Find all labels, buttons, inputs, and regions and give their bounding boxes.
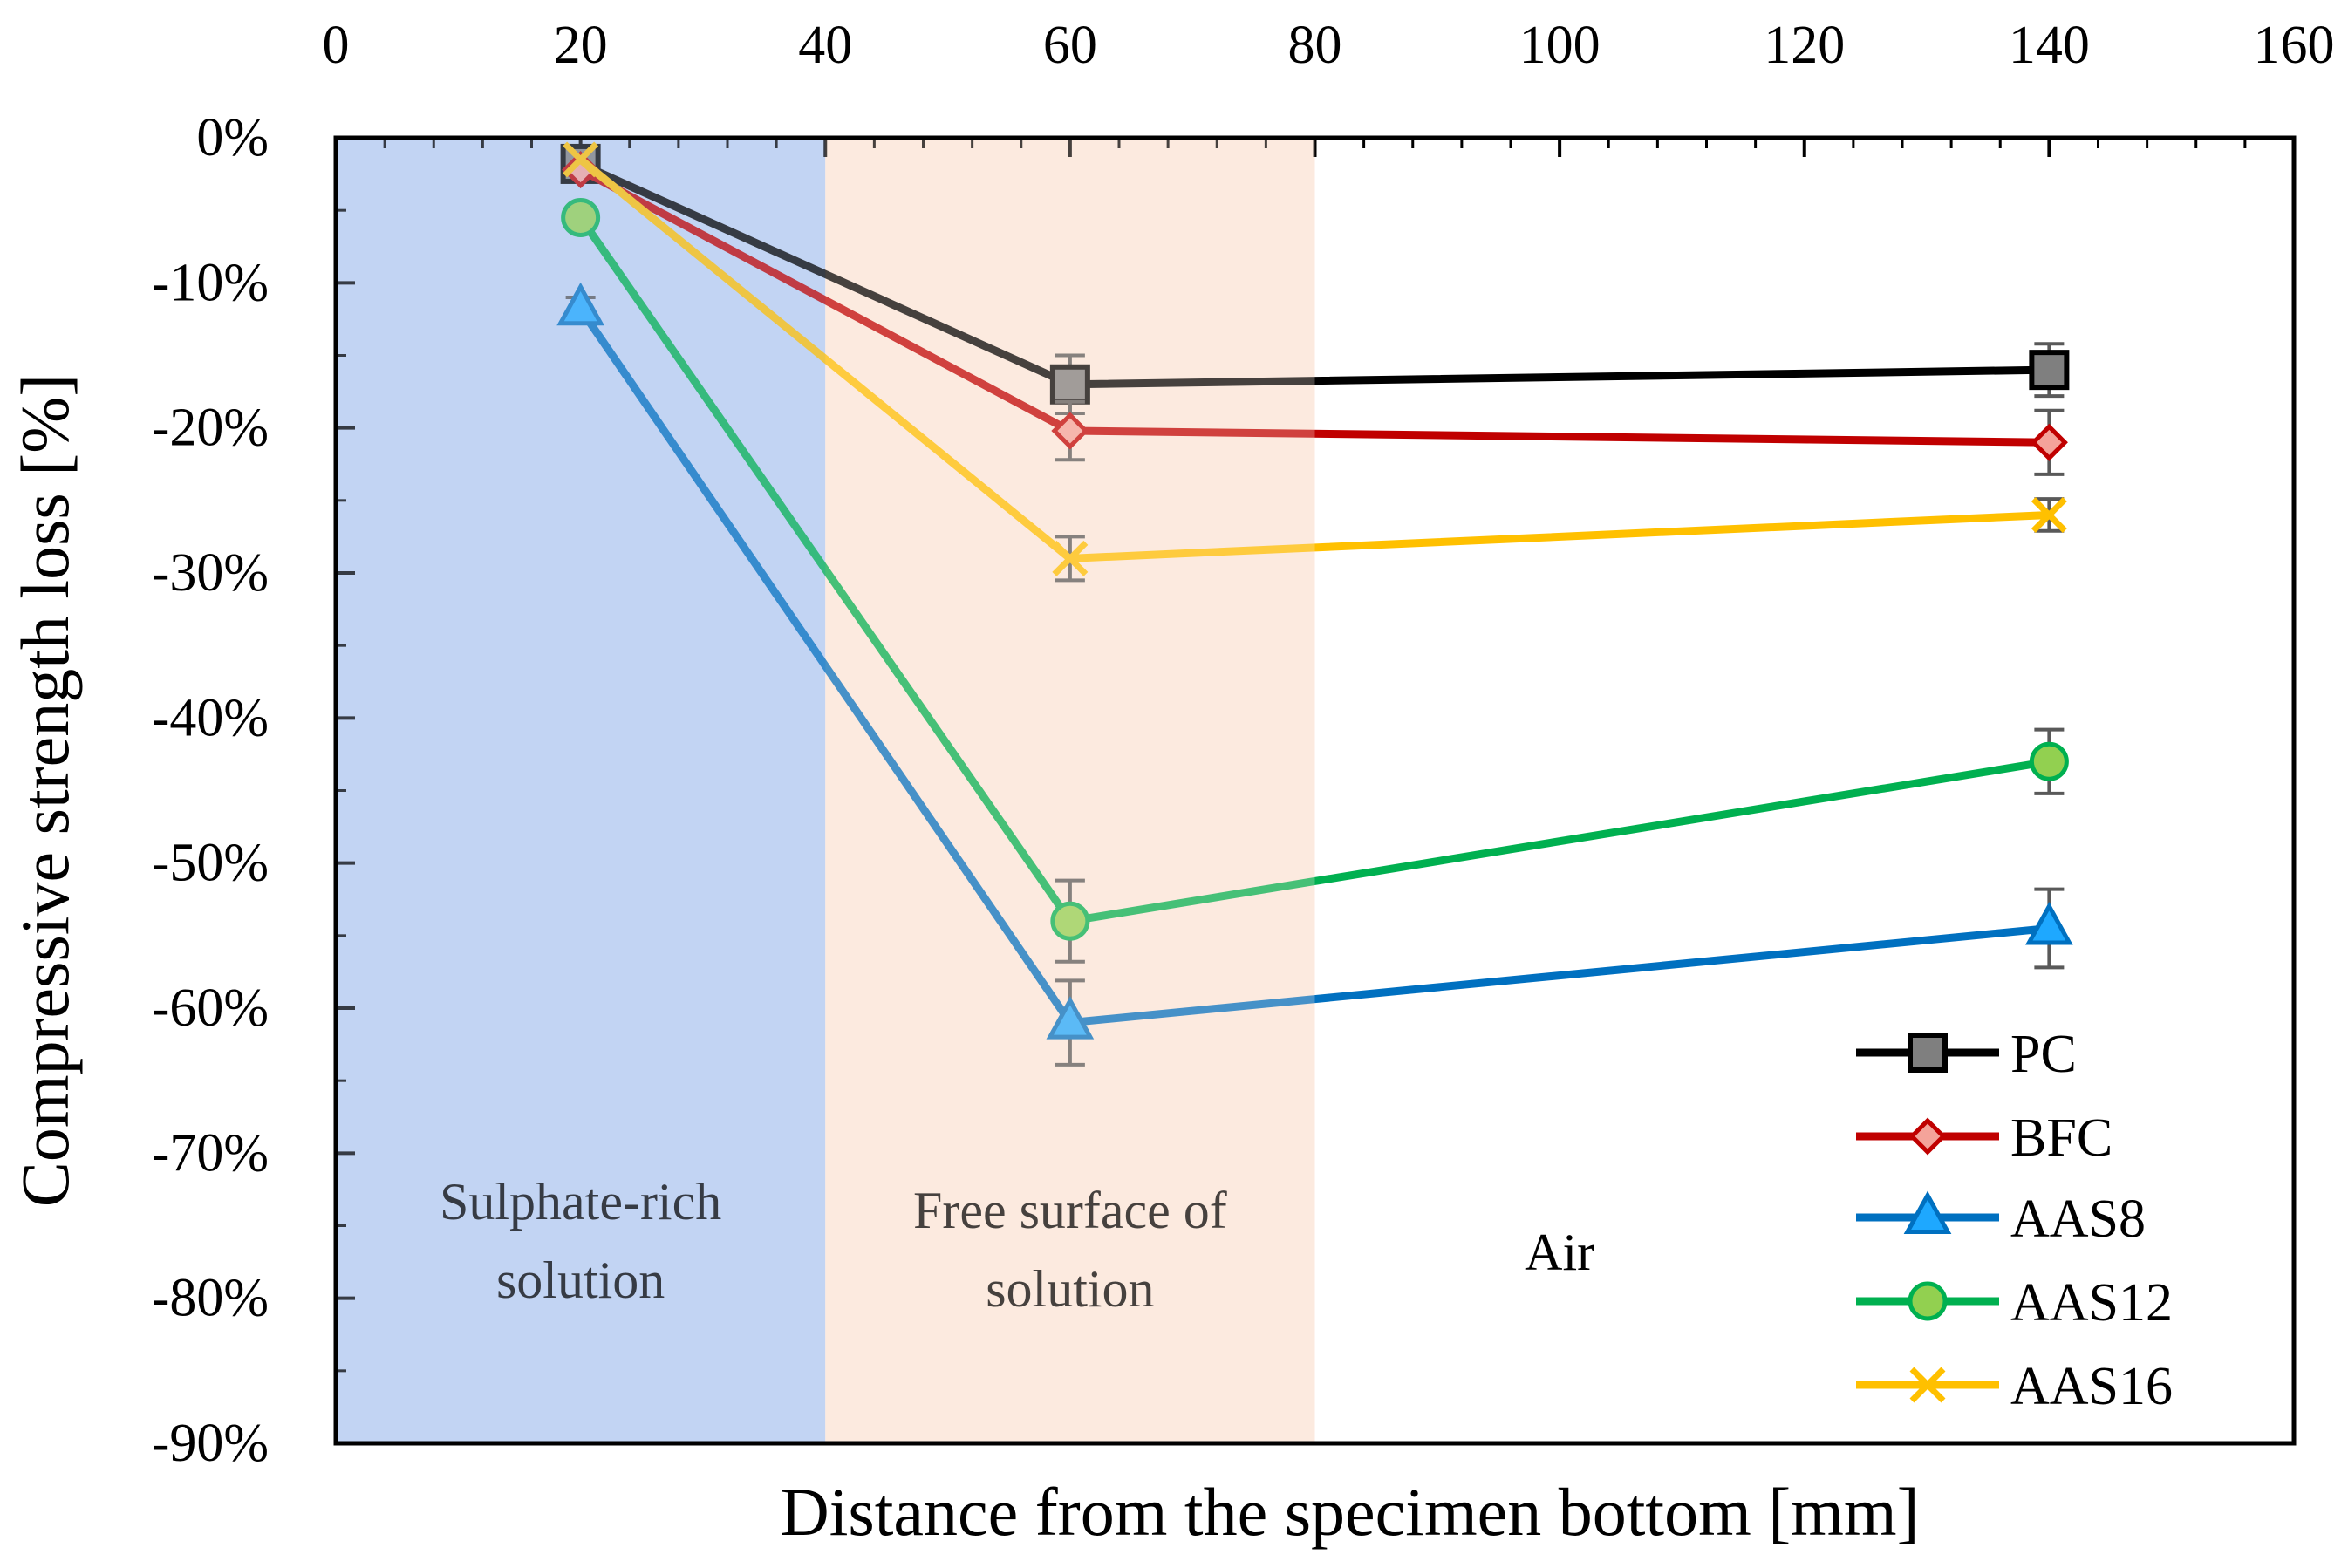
region-label: Free surface of — [913, 1182, 1227, 1239]
regions-layer — [336, 138, 2294, 1443]
data-point — [2029, 350, 2070, 391]
y-tick-label: -10% — [152, 253, 269, 312]
x-axis-title: Distance from the specimen bottom [mm] — [780, 1474, 1919, 1550]
series-layer — [336, 138, 2073, 1443]
legend-marker — [1908, 1033, 1948, 1073]
region-labels-layer: Sulphate-rich solution Free surface of solu… — [440, 1173, 1594, 1318]
series-AAS8 — [556, 282, 2073, 1067]
x-tick-label: 80 — [1288, 16, 1342, 75]
region-band-0 — [336, 138, 826, 1443]
ticks-layer: 0 20 40 60 80 100 120 140 160 0% -10% -20% -30% -40% -… — [152, 16, 2335, 1473]
legend: PC BFC AAS8 AAS12 AAS16 — [1856, 1025, 2173, 1416]
legend-item-AAS16: AAS16 — [1856, 1357, 2173, 1416]
data-point — [1051, 412, 1089, 450]
region-label: Sulphate-rich — [440, 1173, 721, 1231]
y-tick-label: -40% — [152, 688, 269, 747]
y-tick-label: -90% — [152, 1414, 269, 1473]
series-BFC — [562, 151, 2068, 476]
band-wash-rect — [336, 138, 826, 1443]
legend-label: AAS8 — [2010, 1190, 2146, 1249]
y-tick-label: -20% — [152, 399, 269, 458]
data-point — [563, 141, 599, 178]
data-point — [1046, 996, 1095, 1040]
y-tick-label: -30% — [152, 543, 269, 603]
x-tick-label: 40 — [798, 16, 852, 75]
legend-label: PC — [2010, 1025, 2077, 1084]
data-point — [2029, 741, 2069, 781]
legend-marker — [1909, 1367, 1946, 1403]
legend-label: BFC — [2010, 1108, 2113, 1168]
legend-label: AAS16 — [2010, 1357, 2173, 1416]
x-tick-label: 0 — [323, 16, 350, 75]
plot-border — [333, 135, 2297, 1446]
data-point — [2031, 496, 2067, 533]
data-point — [561, 197, 601, 237]
series-AAS16 — [563, 141, 2067, 583]
x-tick-label: 120 — [1764, 16, 1845, 75]
x-tick-label: 100 — [1519, 16, 1601, 75]
legend-item-BFC: BFC — [1856, 1108, 2113, 1168]
data-point — [1052, 540, 1089, 576]
band-wash — [336, 138, 1315, 1443]
region-label: solution — [496, 1251, 665, 1309]
y-tick-label: -70% — [152, 1123, 269, 1183]
data-point — [2030, 423, 2068, 461]
y-tick-label: -80% — [152, 1269, 269, 1328]
x-tick-label: 20 — [554, 16, 608, 75]
x-tick-label: 60 — [1043, 16, 1097, 75]
region-label: solution — [986, 1260, 1154, 1318]
legend-item-AAS8: AAS8 — [1856, 1190, 2146, 1249]
y-axis-title: Compressive strength loss [%] — [7, 374, 83, 1207]
x-tick-label: 160 — [2254, 16, 2335, 75]
band-wash-rect — [825, 138, 1315, 1443]
region-label: Air — [1525, 1224, 1594, 1281]
data-point — [556, 282, 604, 326]
data-point — [1050, 901, 1090, 941]
legend-marker — [1903, 1190, 1952, 1234]
y-tick-label: -60% — [152, 978, 269, 1038]
y-tick-label: -50% — [152, 834, 269, 893]
region-band-2 — [1314, 138, 2294, 1443]
legend-item-AAS12: AAS12 — [1856, 1273, 2173, 1333]
y-tick-label: 0% — [196, 108, 269, 167]
data-point — [2025, 902, 2073, 945]
x-tick-label: 140 — [2009, 16, 2090, 75]
plot-frame — [333, 135, 2297, 1446]
series-AAS12 — [561, 197, 2069, 964]
legend-marker — [1908, 1117, 1947, 1156]
legend-marker — [1908, 1281, 1948, 1321]
legend-item-PC: PC — [1856, 1025, 2077, 1084]
legend-label: AAS12 — [2010, 1273, 2173, 1333]
